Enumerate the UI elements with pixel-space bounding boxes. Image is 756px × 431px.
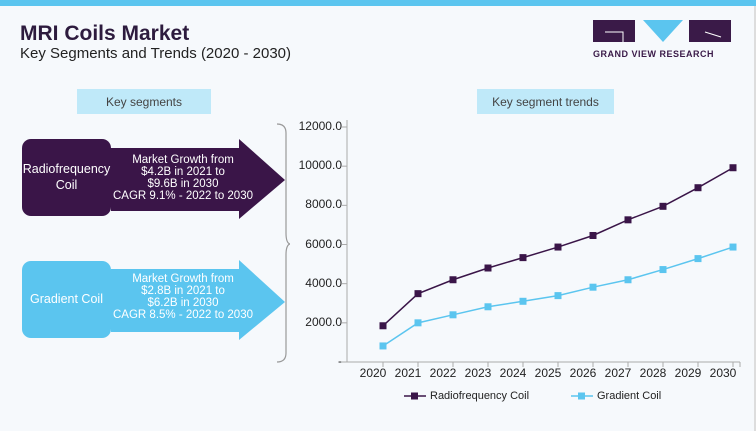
y-tick-label: 12000.0 (298, 119, 342, 133)
x-tick-label: 2024 (499, 366, 527, 380)
data-point (519, 254, 527, 262)
grand-view-research-logo (593, 20, 731, 42)
top-accent-bar (0, 0, 756, 6)
key-segment-trends-label: Key segment trends (477, 89, 614, 114)
y-tick-label: - (338, 354, 342, 368)
growth-line: $9.6B in 2030 (147, 178, 219, 191)
data-point (589, 231, 597, 239)
data-point (414, 319, 422, 327)
x-tick-label: 2023 (464, 366, 492, 380)
data-point (519, 297, 527, 305)
growth-line: Market Growth from (132, 154, 234, 166)
growth-line: $4.2B in 2021 to (141, 166, 225, 179)
data-point (694, 255, 702, 263)
data-point (694, 184, 702, 192)
brace-divider (276, 123, 290, 363)
data-point (379, 322, 387, 330)
growth-line: $6.2B in 2030 (147, 297, 219, 310)
data-point (659, 202, 667, 210)
x-tick-label: 2020 (359, 366, 387, 380)
data-point (449, 276, 457, 284)
data-point (554, 243, 562, 251)
x-tick-label: 2030 (709, 366, 737, 380)
x-tick-label: 2028 (639, 366, 667, 380)
growth-line: CAGR 9.1% - 2022 to 2030 (113, 190, 253, 203)
x-tick-label: 2025 (534, 366, 562, 380)
y-tick-label: 4000.0 (305, 275, 342, 290)
data-point (379, 342, 387, 350)
x-tick-label: 2021 (394, 366, 422, 380)
data-point (624, 276, 632, 284)
data-point (414, 290, 422, 298)
data-point (589, 283, 597, 291)
data-point (659, 266, 667, 274)
x-tick-label: 2022 (429, 366, 457, 380)
growth-text-gradient: Market Growth from $2.8B in 2021 to $6.2… (108, 273, 258, 321)
y-tick-label: 2000.0 (305, 314, 342, 329)
page-subtitle: Key Segments and Trends (2020 - 2030) (20, 45, 291, 62)
page-title: MRI Coils Market (20, 22, 190, 45)
key-segments-label: Key segments (77, 89, 211, 114)
legend-label: Gradient Coil (597, 390, 662, 402)
x-tick-label: 2029 (674, 366, 702, 380)
y-tick-label: 8000.0 (305, 197, 342, 212)
data-point (729, 243, 737, 251)
y-tick-label: 10000.0 (298, 158, 342, 173)
logo-text: GRAND VIEW RESEARCH (593, 49, 715, 59)
legend-radiofrequency: Radiofrequency Coil (404, 390, 529, 402)
legend-label: Radiofrequency Coil (430, 390, 530, 402)
legend-marker-gradient (571, 392, 593, 400)
legend-marker-radiofrequency (404, 392, 426, 400)
x-tick-label: 2026 (569, 366, 597, 380)
growth-text-radiofrequency: Market Growth from $4.2B in 2021 to $9.6… (108, 154, 258, 202)
growth-arrow-gradient (111, 260, 285, 340)
data-point (484, 264, 492, 272)
segment-box-gradient: Gradient Coil (22, 261, 111, 338)
data-point (729, 164, 737, 172)
data-point (624, 216, 632, 224)
data-point (449, 311, 457, 319)
legend-gradient: Gradient Coil (571, 390, 661, 402)
y-tick-label: 6000.0 (305, 236, 342, 251)
growth-line: CAGR 8.5% - 2022 to 2030 (113, 309, 253, 322)
growth-arrow-radiofrequency (111, 139, 285, 219)
growth-line: $2.8B in 2021 to (141, 285, 225, 298)
x-tick-label: 2027 (604, 366, 632, 380)
segment-box-radiofrequency: Radiofrequency Coil (22, 139, 111, 216)
data-point (484, 303, 492, 311)
data-point (554, 292, 562, 300)
growth-line: Market Growth from (132, 273, 234, 285)
